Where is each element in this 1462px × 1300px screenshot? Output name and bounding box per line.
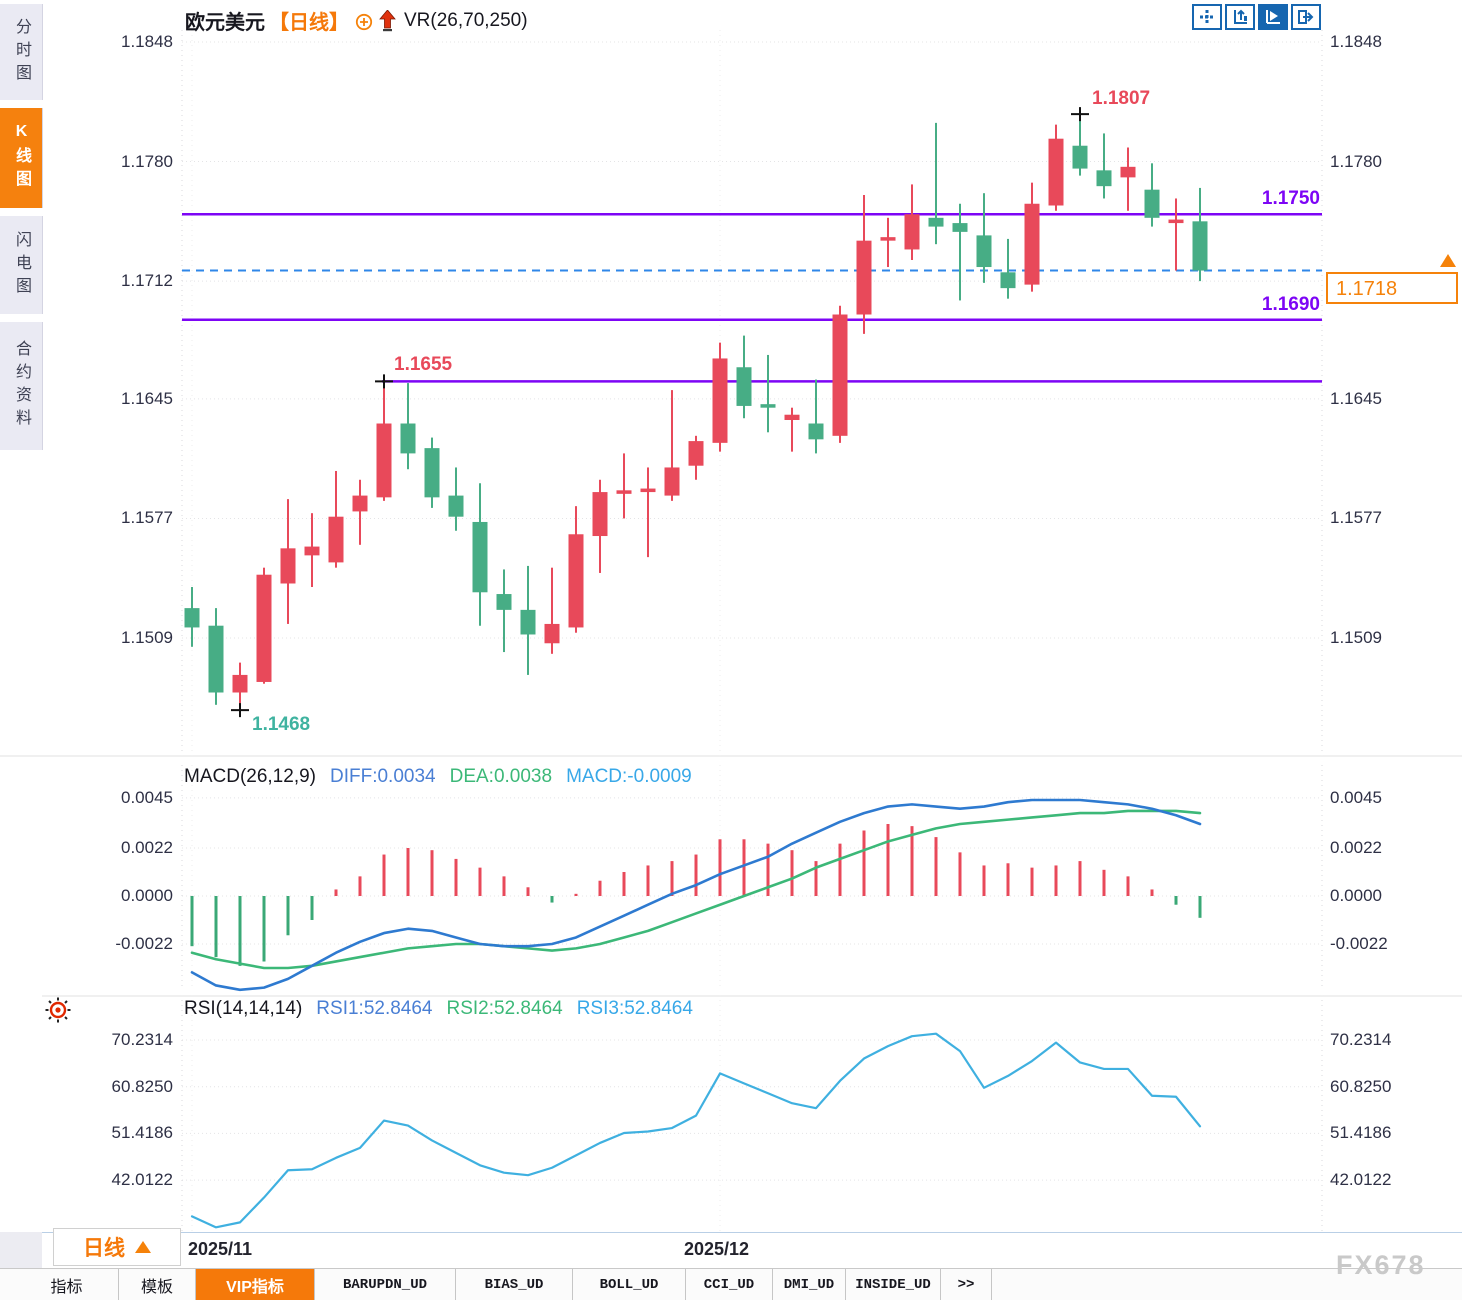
price-up-arrow-icon [1440,254,1456,267]
sidebar-tab-label: K线图 [13,123,30,193]
period-dropdown-button[interactable]: 日线 [53,1228,181,1266]
panel-export-icon[interactable] [1291,4,1321,30]
price-tick-label: 1.1577 [1330,508,1382,528]
macd-title: MACD(26,12,9) [184,766,316,787]
price-tick-label: 1.1848 [121,32,173,51]
vr-indicator-label: VR(26,70,250) [404,9,528,31]
indicator-tab-bollud[interactable]: BOLL_UD [573,1269,686,1300]
high-price-label: 1.1807 [1092,88,1151,109]
chart-toolbar [1192,4,1321,30]
indicator-tab-vip[interactable]: VIP指标 [196,1269,315,1300]
price-tick-label: 1.1509 [121,628,173,647]
indicator-tab-bar: 指标 模板 VIP指标 BARUPDN_UD BIAS_UD BOLL_UD CCI_UD D… [0,1268,1462,1300]
date-label-nov: 2025/11 [188,1239,253,1259]
price-tick-label: 1.1848 [1330,32,1382,51]
indicator-tab-[interactable]: 模板 [119,1269,196,1300]
price-tick-label: 70.2314 [111,1030,173,1049]
price-tick-label: 51.4186 [1330,1123,1392,1143]
auto-scale-icon[interactable] [1258,4,1288,30]
rsi-pane-header: RSI(14,14,14) RSI1:52.8464 RSI2:52.8464 … [184,998,693,1020]
macd-pane-header: MACD(26,12,9) DIFF:0.0034 DEA:0.0038 MAC… [184,766,692,788]
price-tick-label: 70.2314 [1330,1030,1392,1049]
sidebar-tab-label: 闪电图 [13,230,30,300]
price-tick-label: 0.0000 [121,886,173,905]
indicator-settings-icon[interactable] [44,996,72,1029]
price-tick-label: -0.0022 [1330,934,1388,953]
price-tick-label: 1.1509 [1330,628,1382,647]
chart-title: 欧元美元 【日线】 VR(26,70,250) [185,6,528,35]
date-label-dec: 2025/12 [684,1239,750,1259]
price-tick-label: 1.1780 [1330,151,1382,171]
indicator-tab-dmiud[interactable]: DMI_UD [773,1269,846,1300]
price-tick-label: 1.1577 [121,508,173,528]
sidebar-tab-label: 分时图 [13,17,30,87]
price-tick-label: 0.0022 [121,838,173,857]
indicator-tab->>[interactable]: >> [941,1269,992,1300]
price-tick-label: 51.4186 [111,1123,173,1143]
indicator-tab-[interactable]: 指标 [15,1269,119,1300]
support-level-label: 1.1690 [1261,294,1320,315]
indicator-tab-insideud[interactable]: INSIDE_UD [846,1269,941,1300]
symbol-name: 欧元美元 [185,12,265,34]
macd-diff-value: DIFF:0.0034 [330,766,436,787]
sidebar-tab-label: 合约资料 [13,340,30,432]
period-tag: 【日线】 [269,12,349,34]
current-price-badge: 1.1718 [1326,272,1458,304]
axis-range-icon[interactable] [1225,4,1255,30]
price-tick-label: 60.8250 [111,1076,173,1096]
price-tick-label: 42.0122 [1330,1170,1392,1190]
indicator-tab-cciud[interactable]: CCI_UD [686,1269,773,1300]
watermark: FX678 [1336,1250,1426,1280]
rsi1-value: RSI1:52.8464 [316,998,433,1019]
price-tick-label: 42.0122 [111,1170,173,1190]
price-tick-label: 60.8250 [1330,1076,1392,1096]
price-tick-label: 0.0045 [1330,787,1382,807]
sidebar-tab-contract-info[interactable]: 合约资料 [0,322,43,450]
sidebar-tab-flash[interactable]: 闪电图 [0,216,43,314]
move-cross-icon[interactable] [1192,4,1222,30]
indicator-tab-barupdnud[interactable]: BARUPDN_UD [315,1269,456,1300]
sidebar-tab-kline[interactable]: K线图 [0,108,43,208]
swing-high-price-label: 1.1655 [394,354,453,375]
dropdown-triangle-icon [135,1241,151,1253]
rsi2-value: RSI2:52.8464 [446,998,563,1019]
price-tick-label: 1.1645 [121,388,173,408]
price-tick-label: 1.1712 [121,271,173,291]
rsi3-value: RSI3:52.8464 [576,998,693,1019]
price-tick-label: -0.0022 [115,934,173,953]
period-dropdown-label: 日线 [83,1237,125,1260]
low-price-label: 1.1468 [252,714,311,735]
sidebar-tab-timeline[interactable]: 分时图 [0,4,43,100]
add-indicator-icon[interactable] [355,13,373,31]
trend-up-arrow-icon [379,10,396,32]
rsi-title: RSI(14,14,14) [184,998,303,1019]
time-axis-row: 2025/11 2025/12 [42,1232,1462,1270]
price-tick-label: 1.1780 [121,151,173,171]
price-tick-label: 0.0045 [121,787,173,807]
price-tick-label: 1.1645 [1330,388,1382,408]
indicator-tab-biasud[interactable]: BIAS_UD [456,1269,573,1300]
price-tick-label: 0.0022 [1330,838,1382,857]
macd-macd-value: MACD:-0.0009 [566,766,692,787]
price-tick-label: 0.0000 [1330,886,1382,905]
resistance-level-label: 1.1750 [1261,188,1320,209]
macd-dea-value: DEA:0.0038 [449,766,553,787]
